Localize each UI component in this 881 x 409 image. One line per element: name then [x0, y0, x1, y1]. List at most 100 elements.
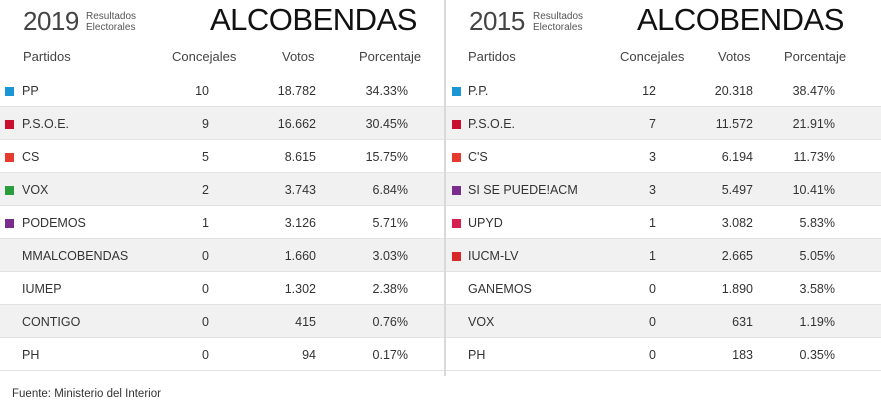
party-color-swatch: [452, 219, 461, 228]
percent-value: 34.33%: [365, 84, 408, 98]
column-header-percent: Porcentaje: [784, 49, 847, 64]
party-name: MMALCOBENDAS: [22, 249, 129, 263]
column-header-votes: Votos: [282, 49, 315, 64]
votes-value: 3.082: [721, 216, 753, 230]
party-name: PH: [468, 348, 486, 362]
councillors-value: 0: [202, 348, 209, 362]
councillors-value: 10: [195, 84, 209, 98]
party-name: VOX: [468, 315, 495, 329]
party-name: C'S: [468, 150, 488, 164]
councillors-value: 5: [202, 150, 209, 164]
column-header-councillors: Concejales: [620, 49, 685, 64]
votes-value: 11.572: [715, 117, 753, 131]
party-name: P.P.: [468, 84, 489, 98]
subtitle-line1: Resultados: [86, 11, 137, 22]
party-name: UPYD: [468, 216, 503, 230]
councillors-value: 1: [202, 216, 209, 230]
party-color-swatch: [5, 87, 14, 96]
party-color-swatch: [5, 120, 14, 129]
year-title: 2015: [469, 6, 525, 36]
column-header-percent: Porcentaje: [359, 49, 422, 64]
votes-value: 183: [732, 348, 753, 362]
votes-value: 2.665: [721, 249, 753, 263]
percent-value: 5.83%: [799, 216, 835, 230]
party-name: IUMEP: [22, 282, 62, 296]
party-name: CS: [22, 150, 40, 164]
percent-value: 30.45%: [365, 117, 408, 131]
votes-value: 1.302: [284, 282, 316, 296]
panel-header: 2019 Resultados Electorales ALCOBENDAS: [0, 0, 444, 40]
votes-value: 415: [295, 315, 316, 329]
percent-value: 5.71%: [372, 216, 408, 230]
column-header-votes: Votos: [718, 49, 751, 64]
table-row: PH 0 183 0.35%: [446, 338, 881, 371]
city-title: ALCOBENDAS: [637, 2, 844, 37]
party-name: PODEMOS: [22, 216, 86, 230]
subtitle: Resultados Electorales: [86, 11, 136, 33]
table-row: VOX 0 631 1.19%: [446, 305, 881, 338]
percent-value: 1.19%: [799, 315, 835, 329]
councillors-value: 7: [649, 117, 656, 131]
table-row: UPYD 1 3.082 5.83%: [446, 206, 881, 239]
votes-value: 631: [732, 315, 753, 329]
table-row: GANEMOS 0 1.890 3.58%: [446, 272, 881, 305]
party-color-swatch: [5, 219, 14, 228]
percent-value: 21.91%: [792, 117, 835, 131]
percent-value: 3.58%: [799, 282, 835, 296]
party-name: PH: [22, 348, 40, 362]
results-2015-panel: 2015 Resultados Electorales ALCOBENDAS P…: [446, 0, 881, 376]
party-color-swatch: [5, 153, 14, 162]
councillors-value: 1: [649, 216, 656, 230]
year-title: 2019: [23, 6, 79, 36]
party-name: P.S.O.E.: [22, 117, 70, 131]
party-color-swatch: [5, 186, 14, 195]
party-color-swatch: [452, 120, 461, 129]
table-row: P.S.O.E. 9 16.662 30.45%: [0, 107, 444, 140]
councillors-value: 0: [649, 282, 656, 296]
party-name: P.S.O.E.: [468, 117, 516, 131]
percent-value: 15.75%: [365, 150, 408, 164]
results-table: P.P. 12 20.318 38.47% P.S.O.E. 7 11.572 21.91% C…: [446, 74, 881, 371]
votes-value: 18.782: [277, 84, 316, 98]
councillors-value: 3: [649, 183, 656, 197]
councillors-value: 0: [202, 315, 209, 329]
table-row: SI SE PUEDE!ACM 3 5.497 10.41%: [446, 173, 881, 206]
column-header-party: Partidos: [468, 49, 516, 64]
votes-value: 16.662: [277, 117, 316, 131]
councillors-value: 0: [202, 282, 209, 296]
party-name: GANEMOS: [468, 282, 532, 296]
table-row: VOX 2 3.743 6.84%: [0, 173, 444, 206]
votes-value: 8.615: [284, 150, 316, 164]
votes-value: 5.497: [721, 183, 753, 197]
party-color-swatch: [452, 153, 461, 162]
percent-value: 0.35%: [799, 348, 835, 362]
votes-value: 94: [302, 348, 316, 362]
councillors-value: 9: [202, 117, 209, 131]
panel-header: 2015 Resultados Electorales ALCOBENDAS: [446, 0, 881, 40]
party-name: IUCM-LV: [468, 249, 519, 263]
votes-value: 6.194: [721, 150, 753, 164]
party-color-swatch: [452, 252, 461, 261]
table-row: PODEMOS 1 3.126 5.71%: [0, 206, 444, 239]
votes-value: 1.890: [721, 282, 753, 296]
party-name: SI SE PUEDE!ACM: [468, 183, 578, 197]
subtitle-line2: Electorales: [533, 22, 583, 33]
councillors-value: 12: [642, 84, 656, 98]
percent-value: 38.47%: [792, 84, 835, 98]
results-2019-panel: 2019 Resultados Electorales ALCOBENDAS P…: [0, 0, 444, 376]
subtitle-line1: Resultados: [533, 11, 584, 22]
votes-value: 20.318: [714, 84, 753, 98]
table-row: CONTIGO 0 415 0.76%: [0, 305, 444, 338]
percent-value: 0.76%: [372, 315, 408, 329]
table-row: IUCM-LV 1 2.665 5.05%: [446, 239, 881, 272]
subtitle: Resultados Electorales: [533, 11, 583, 33]
column-header-councillors: Concejales: [172, 49, 237, 64]
table-row: MMALCOBENDAS 0 1.660 3.03%: [0, 239, 444, 272]
party-color-swatch: [452, 87, 461, 96]
party-name: CONTIGO: [22, 315, 81, 329]
city-title: ALCOBENDAS: [210, 2, 417, 37]
table-row: IUMEP 0 1.302 2.38%: [0, 272, 444, 305]
party-name: PP: [22, 84, 39, 98]
percent-value: 11.73%: [793, 150, 835, 164]
table-row: PH 0 94 0.17%: [0, 338, 444, 371]
